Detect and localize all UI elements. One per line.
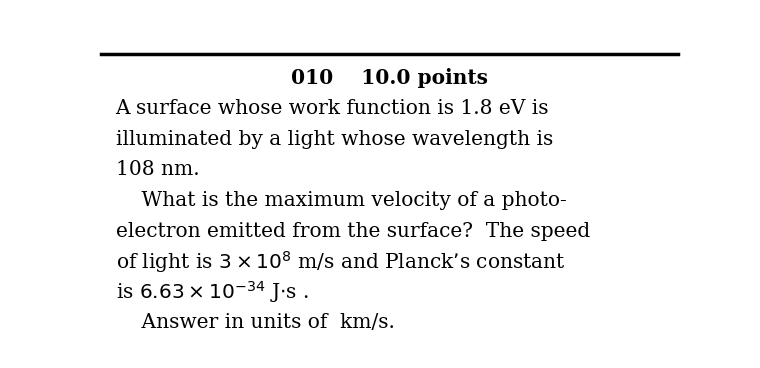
Text: illuminated by a light whose wavelength is: illuminated by a light whose wavelength … bbox=[116, 130, 553, 149]
Text: 010    10.0 points: 010 10.0 points bbox=[291, 68, 488, 88]
Text: electron emitted from the surface?  The speed: electron emitted from the surface? The s… bbox=[116, 222, 590, 241]
Text: of light is $3 \times 10^{8}$ m/s and Planck’s constant: of light is $3 \times 10^{8}$ m/s and Pl… bbox=[116, 249, 565, 275]
Text: A surface whose work function is 1.8 eV is: A surface whose work function is 1.8 eV … bbox=[116, 99, 549, 118]
Text: 108 nm.: 108 nm. bbox=[116, 160, 199, 180]
Text: is $6.63 \times 10^{-34}$ J$\cdot$s .: is $6.63 \times 10^{-34}$ J$\cdot$s . bbox=[116, 279, 309, 305]
Text: Answer in units of  km/s.: Answer in units of km/s. bbox=[116, 314, 394, 332]
Text: What is the maximum velocity of a photo-: What is the maximum velocity of a photo- bbox=[116, 191, 566, 210]
